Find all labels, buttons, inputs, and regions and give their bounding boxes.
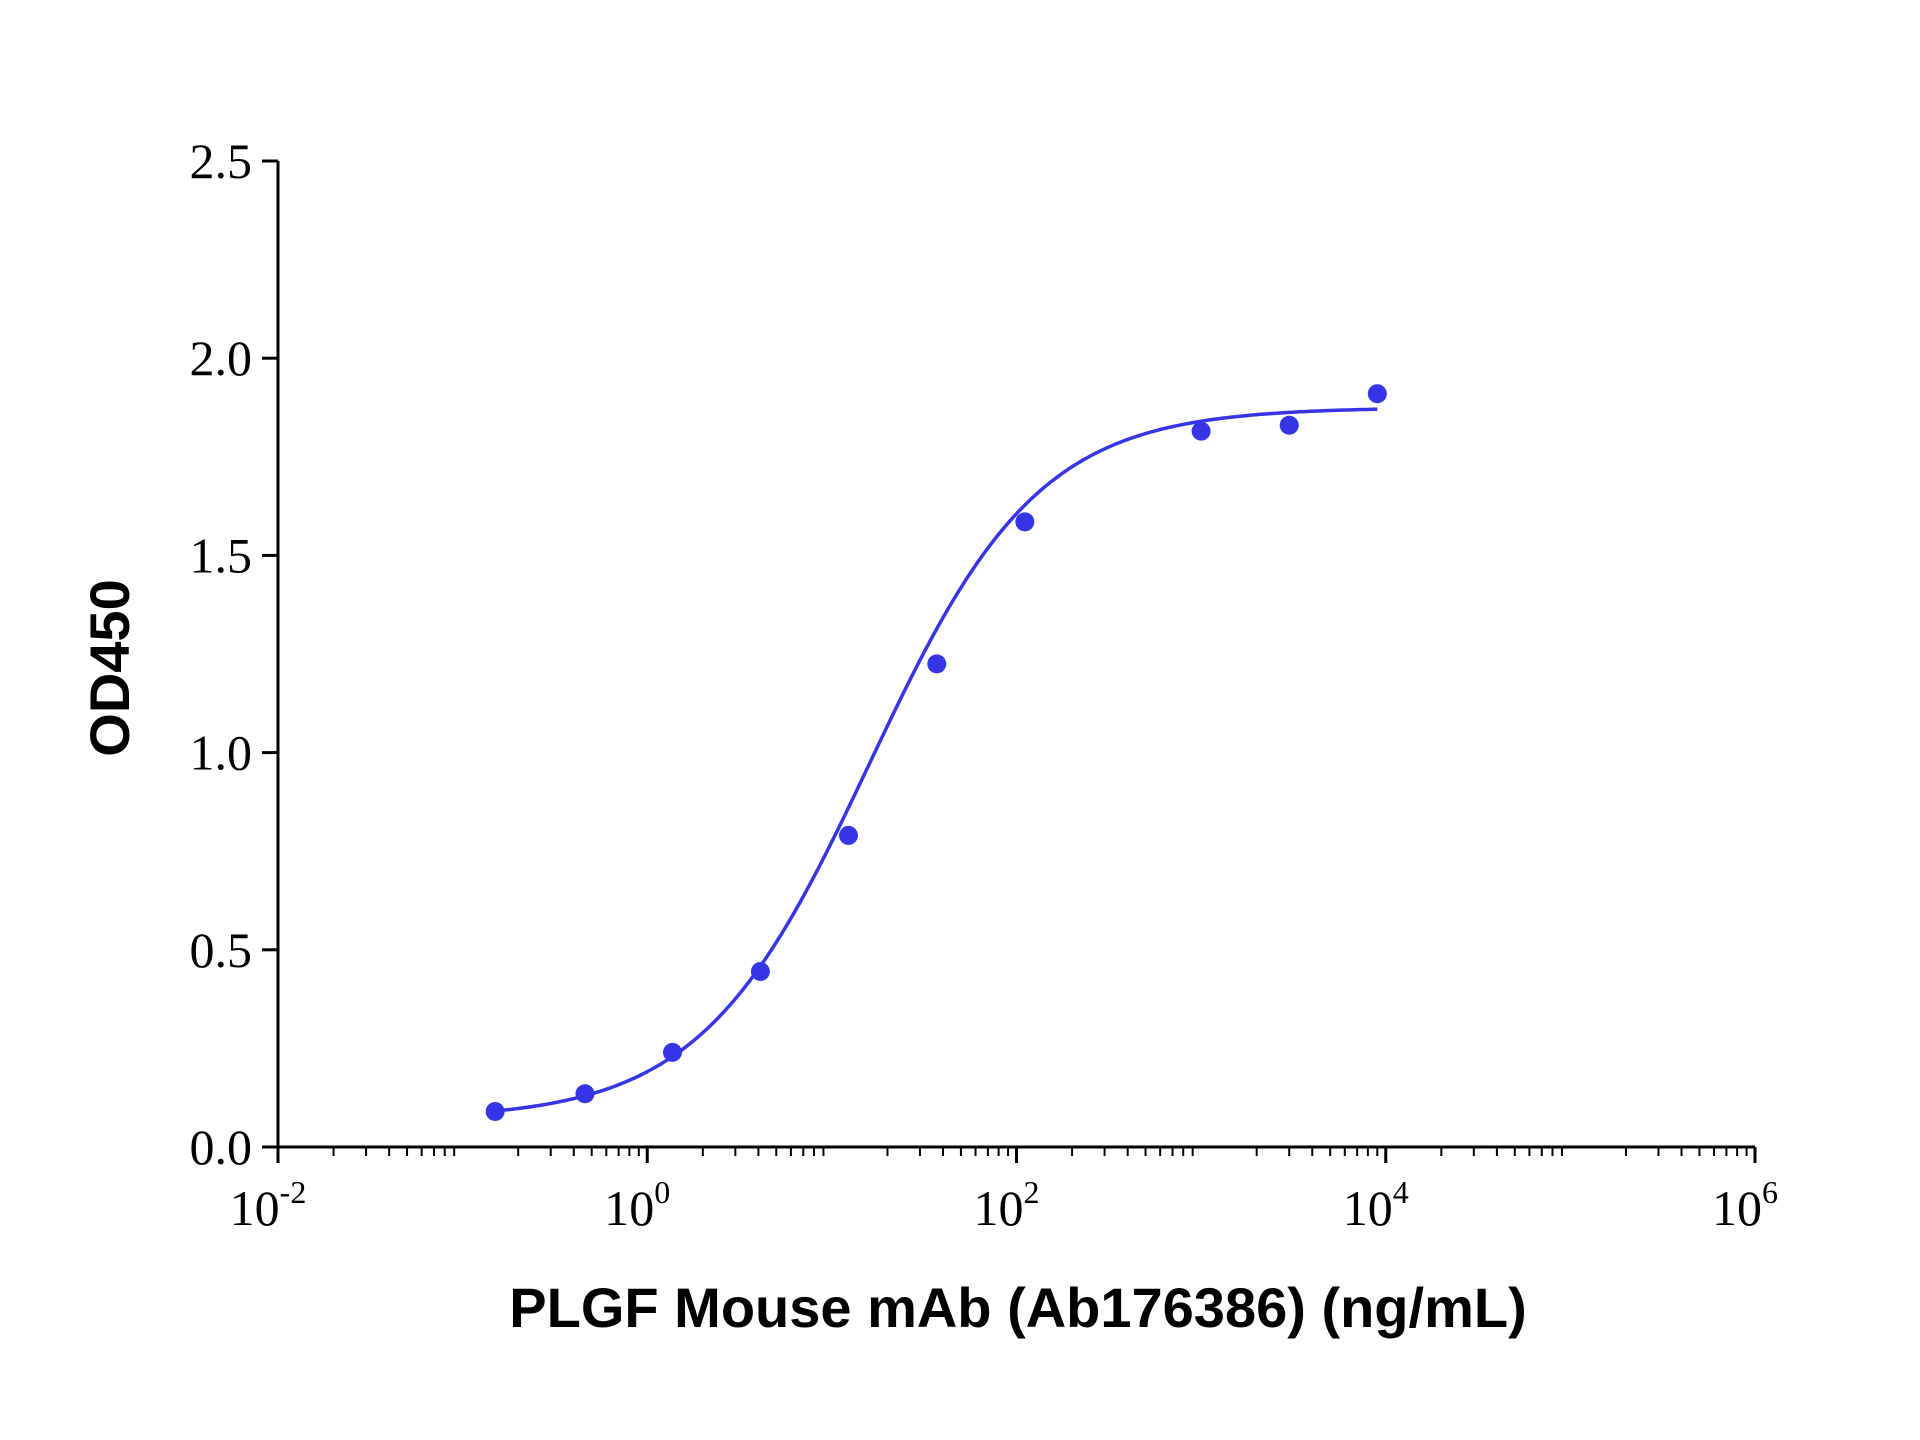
x-tick-exponent: -2 — [280, 1174, 307, 1210]
y-tick-label: 0.5 — [190, 922, 253, 978]
x-tick-exponent: 6 — [1762, 1174, 1778, 1210]
plot-series — [485, 384, 1387, 1122]
data-point — [1015, 512, 1035, 532]
y-axis-title: OD450 — [78, 579, 141, 756]
x-axis: 10-2 100 102 104 106 — [230, 1145, 1778, 1236]
x-tick-base: 10 — [1712, 1180, 1762, 1236]
y-tick-label: 1.0 — [190, 725, 253, 781]
x-tick-label: 104 — [1343, 1174, 1409, 1236]
data-point — [485, 1102, 505, 1122]
fit-curve — [494, 407, 1378, 1113]
data-point — [662, 1042, 682, 1062]
x-tick-exponent: 4 — [1393, 1174, 1409, 1210]
x-tick-label: 100 — [604, 1174, 670, 1236]
x-tick-label: 102 — [974, 1174, 1040, 1236]
data-point — [1279, 415, 1299, 435]
x-tick-base: 10 — [230, 1180, 280, 1236]
y-tick-label: 1.5 — [190, 527, 253, 583]
x-tick-exponent: 2 — [1024, 1174, 1040, 1210]
x-tick-base: 10 — [1343, 1180, 1393, 1236]
x-tick-label: 106 — [1712, 1174, 1778, 1236]
x-tick-base: 10 — [974, 1180, 1024, 1236]
data-point — [1367, 384, 1387, 404]
x-tick-base: 10 — [604, 1180, 654, 1236]
data-point — [575, 1084, 595, 1104]
data-point — [838, 825, 858, 845]
y-tick-label: 2.5 — [190, 133, 253, 189]
y-axis: 0.0 0.5 1.0 1.5 2.0 2.5 — [190, 133, 280, 1175]
x-tick-label: 10-2 — [230, 1174, 307, 1236]
y-tick-label: 0.0 — [190, 1119, 253, 1175]
x-tick-exponent: 0 — [654, 1174, 670, 1210]
data-point — [927, 654, 947, 674]
y-tick-label: 2.0 — [190, 330, 253, 386]
data-point — [750, 961, 770, 981]
x-axis-title: PLGF Mouse mAb (Ab176386) (ng/mL) — [509, 1276, 1526, 1339]
data-point — [1191, 421, 1211, 441]
